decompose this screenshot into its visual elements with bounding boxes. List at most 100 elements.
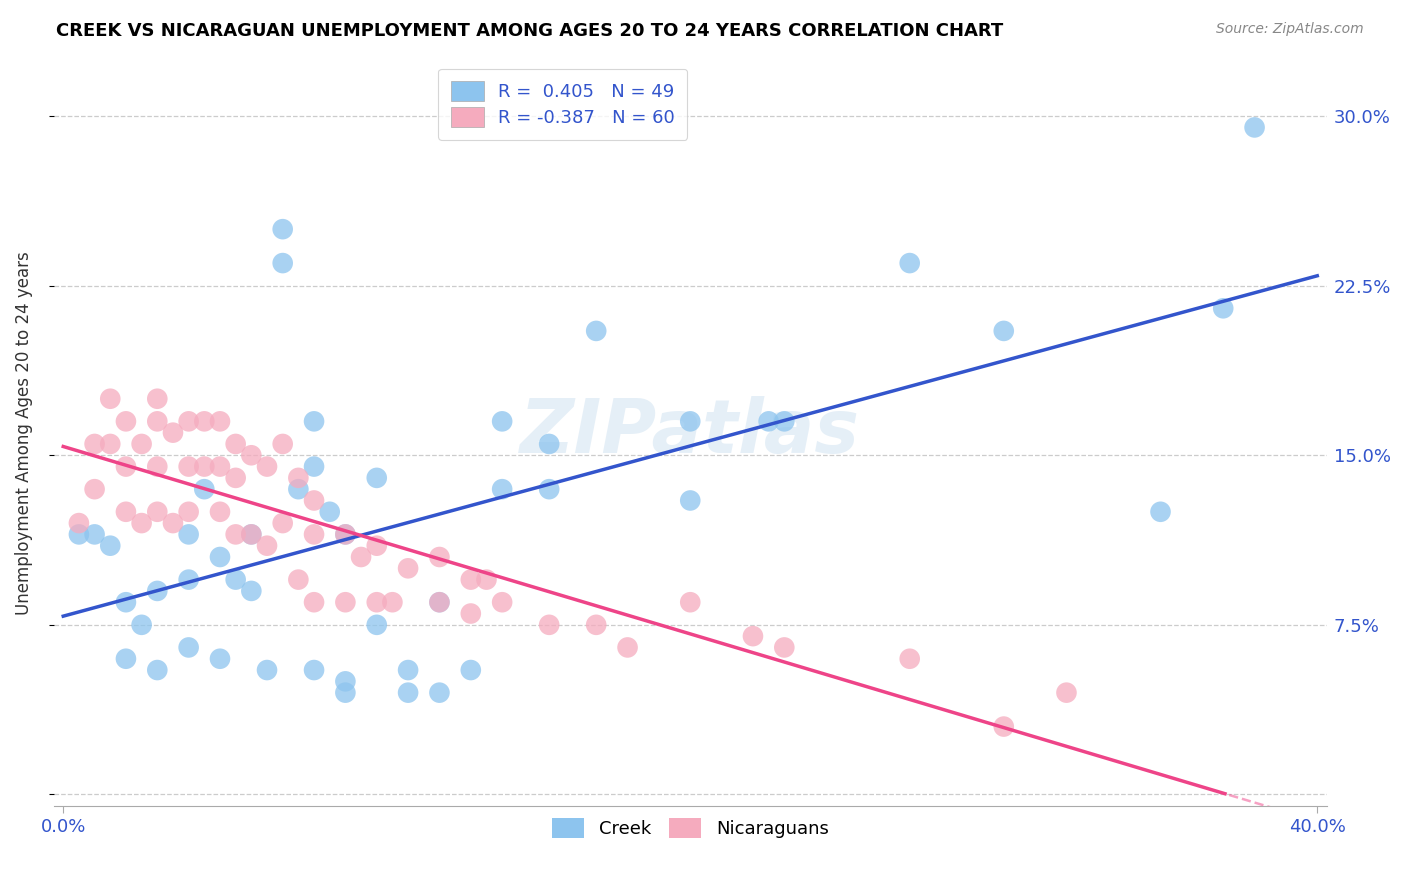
Point	[67, 516, 90, 530]
Point	[679, 414, 702, 428]
Text: Source: ZipAtlas.com: Source: ZipAtlas.com	[1216, 22, 1364, 37]
Point	[475, 573, 498, 587]
Point	[146, 459, 169, 474]
Point	[225, 471, 247, 485]
Point	[193, 414, 215, 428]
Point	[208, 652, 231, 666]
Point	[319, 505, 342, 519]
Point	[240, 448, 263, 462]
Point	[773, 414, 796, 428]
Point	[131, 437, 153, 451]
Point	[256, 459, 278, 474]
Point	[773, 640, 796, 655]
Point	[271, 222, 294, 236]
Point	[177, 527, 200, 541]
Point	[335, 527, 357, 541]
Point	[538, 482, 561, 496]
Point	[335, 686, 357, 700]
Point	[115, 414, 138, 428]
Text: ZIPatlas: ZIPatlas	[520, 396, 860, 469]
Point	[335, 674, 357, 689]
Point	[366, 617, 388, 632]
Point	[208, 459, 231, 474]
Point	[679, 493, 702, 508]
Point	[429, 595, 451, 609]
Point	[208, 414, 231, 428]
Point	[177, 459, 200, 474]
Point	[679, 595, 702, 609]
Point	[83, 482, 105, 496]
Point	[256, 539, 278, 553]
Point	[83, 437, 105, 451]
Point	[758, 414, 780, 428]
Point	[335, 595, 357, 609]
Point	[1243, 120, 1265, 135]
Point	[131, 516, 153, 530]
Point	[177, 573, 200, 587]
Point	[208, 549, 231, 564]
Point	[115, 459, 138, 474]
Point	[98, 437, 121, 451]
Point	[335, 527, 357, 541]
Point	[302, 595, 325, 609]
Point	[429, 595, 451, 609]
Point	[366, 471, 388, 485]
Point	[271, 256, 294, 270]
Point	[287, 482, 309, 496]
Point	[193, 459, 215, 474]
Point	[162, 425, 184, 440]
Point	[585, 617, 607, 632]
Point	[225, 527, 247, 541]
Point	[898, 256, 921, 270]
Point	[396, 561, 419, 575]
Point	[302, 493, 325, 508]
Point	[366, 595, 388, 609]
Point	[115, 652, 138, 666]
Point	[491, 482, 513, 496]
Point	[146, 414, 169, 428]
Point	[271, 437, 294, 451]
Legend: Creek, Nicaraguans: Creek, Nicaraguans	[544, 811, 837, 846]
Point	[396, 686, 419, 700]
Point	[302, 459, 325, 474]
Point	[225, 573, 247, 587]
Point	[225, 437, 247, 451]
Point	[208, 505, 231, 519]
Point	[177, 640, 200, 655]
Y-axis label: Unemployment Among Ages 20 to 24 years: Unemployment Among Ages 20 to 24 years	[15, 251, 32, 615]
Point	[98, 392, 121, 406]
Point	[1149, 505, 1171, 519]
Point	[146, 583, 169, 598]
Point	[538, 437, 561, 451]
Point	[162, 516, 184, 530]
Point	[993, 324, 1015, 338]
Point	[491, 595, 513, 609]
Point	[491, 414, 513, 428]
Point	[302, 414, 325, 428]
Point	[460, 607, 482, 621]
Point	[271, 516, 294, 530]
Point	[302, 663, 325, 677]
Point	[98, 539, 121, 553]
Point	[1056, 686, 1078, 700]
Point	[366, 539, 388, 553]
Point	[115, 595, 138, 609]
Point	[177, 505, 200, 519]
Point	[146, 505, 169, 519]
Point	[381, 595, 404, 609]
Point	[538, 617, 561, 632]
Point	[616, 640, 638, 655]
Point	[460, 663, 482, 677]
Point	[193, 482, 215, 496]
Point	[177, 414, 200, 428]
Point	[287, 471, 309, 485]
Point	[350, 549, 373, 564]
Text: CREEK VS NICARAGUAN UNEMPLOYMENT AMONG AGES 20 TO 24 YEARS CORRELATION CHART: CREEK VS NICARAGUAN UNEMPLOYMENT AMONG A…	[56, 22, 1004, 40]
Point	[396, 663, 419, 677]
Point	[146, 392, 169, 406]
Point	[1212, 301, 1234, 316]
Point	[429, 686, 451, 700]
Point	[429, 549, 451, 564]
Point	[256, 663, 278, 677]
Point	[993, 720, 1015, 734]
